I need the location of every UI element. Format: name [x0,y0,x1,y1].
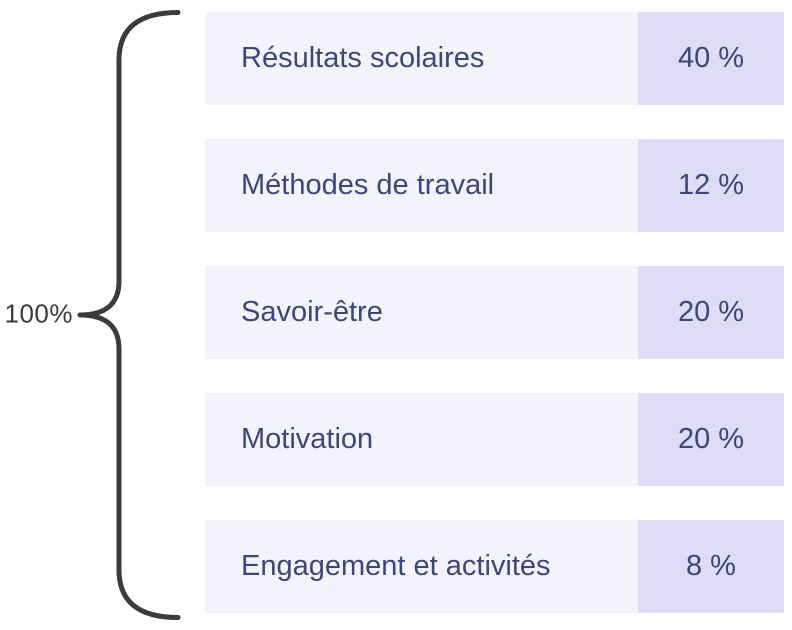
weight-label: Motivation [205,393,638,486]
weight-value: 20 % [638,393,784,486]
curly-brace-path [77,10,181,620]
weight-row: Engagement et activités 8 % [205,520,784,613]
weight-label: Savoir-être [205,266,638,359]
weight-row: Résultats scolaires 40 % [205,12,784,105]
weight-value: 12 % [638,139,784,232]
weight-value: 8 % [638,520,784,613]
weight-row: Motivation 20 % [205,393,784,486]
weight-row: Méthodes de travail 12 % [205,139,784,232]
weight-label: Engagement et activités [205,520,638,613]
weight-value: 40 % [638,12,784,105]
weight-label: Méthodes de travail [205,139,638,232]
weight-value: 20 % [638,266,784,359]
weight-row: Savoir-être 20 % [205,266,784,359]
weight-label: Résultats scolaires [205,12,638,105]
total-percentage-label: 100% [4,298,73,329]
weights-list: Résultats scolaires 40 % Méthodes de tra… [205,12,784,613]
